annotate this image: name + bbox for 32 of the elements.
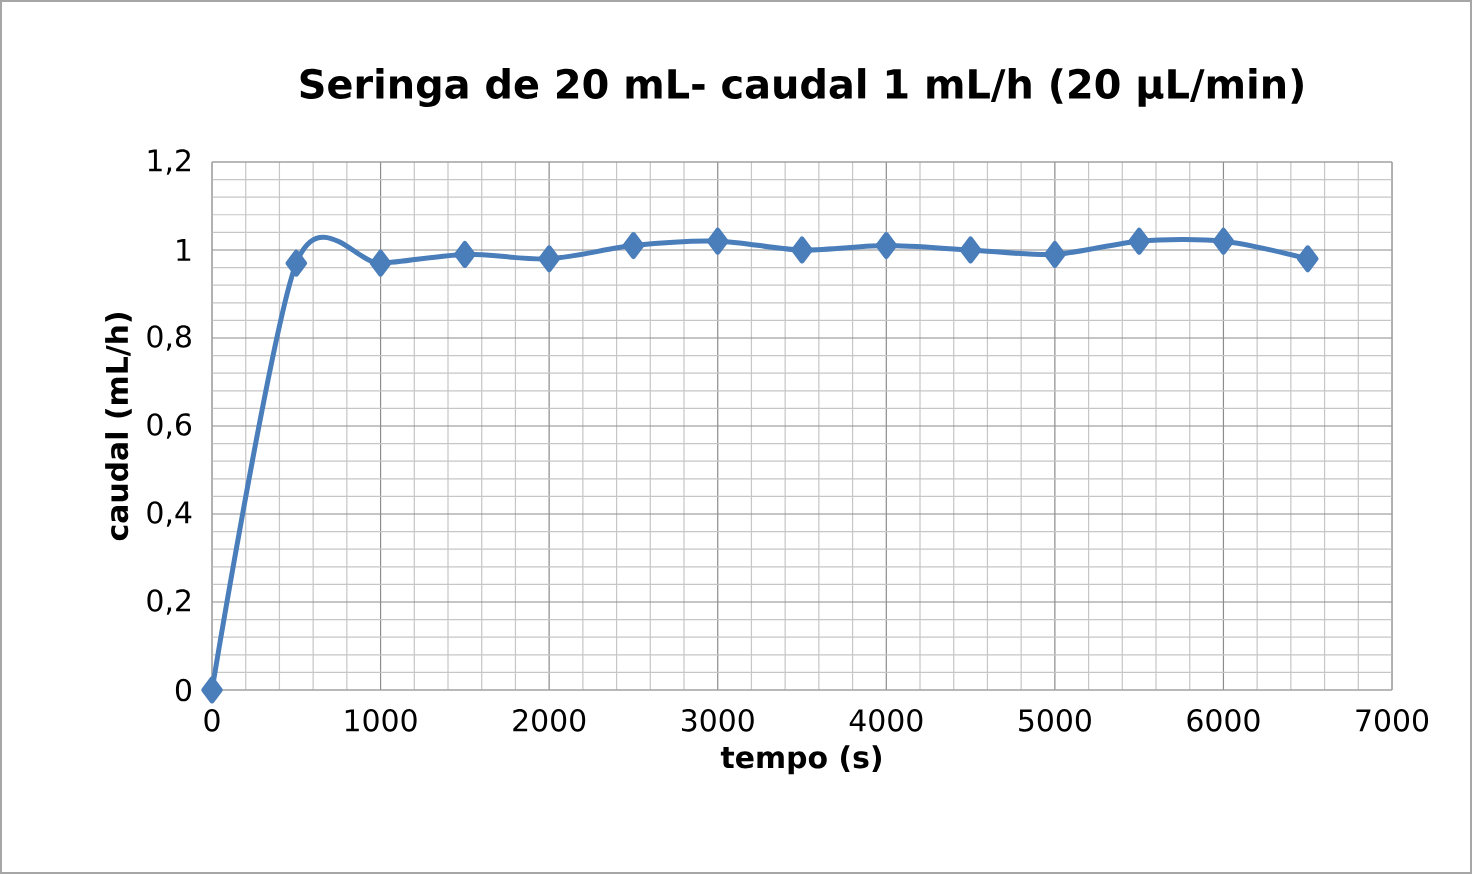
x-tick-label: 5000 (1019, 709, 1091, 732)
y-tick-label: 0,2 (147, 589, 190, 615)
x-tick-label: 1000 (345, 709, 417, 732)
point (959, 236, 982, 264)
point (875, 232, 898, 260)
point (369, 249, 392, 277)
x-tick-label: 6000 (1187, 709, 1260, 732)
point (285, 249, 308, 277)
y-tick-label: 0,8 (147, 325, 191, 351)
point (1044, 240, 1066, 268)
point (1296, 245, 1319, 273)
x-axis-title: tempo (s) (720, 745, 881, 775)
x-tick-label: 0 (204, 709, 220, 732)
point (622, 232, 645, 260)
point (1128, 227, 1150, 255)
point (1212, 227, 1235, 255)
y-tick-label: 0,4 (147, 501, 192, 527)
x-tick-label: 7000 (1356, 709, 1429, 732)
point (538, 245, 560, 273)
y-tick-label: 0,6 (147, 413, 192, 439)
x-tick-label: 4000 (849, 709, 923, 732)
x-tick-label: 2000 (513, 709, 586, 732)
point (706, 227, 729, 255)
point (201, 676, 223, 704)
point (454, 240, 476, 268)
x-tick-label: 3000 (681, 709, 754, 732)
y-tick-label: 0 (175, 678, 191, 702)
y-tick-label: 1,2 (148, 149, 190, 175)
chart-title: Seringa de 20 mL- caudal 1 mL/h (20 µL/min) (300, 68, 1303, 107)
y-tick-label: 1 (177, 239, 191, 261)
y-axis-title: caudal (mL/h) (105, 312, 132, 541)
point (791, 236, 813, 264)
